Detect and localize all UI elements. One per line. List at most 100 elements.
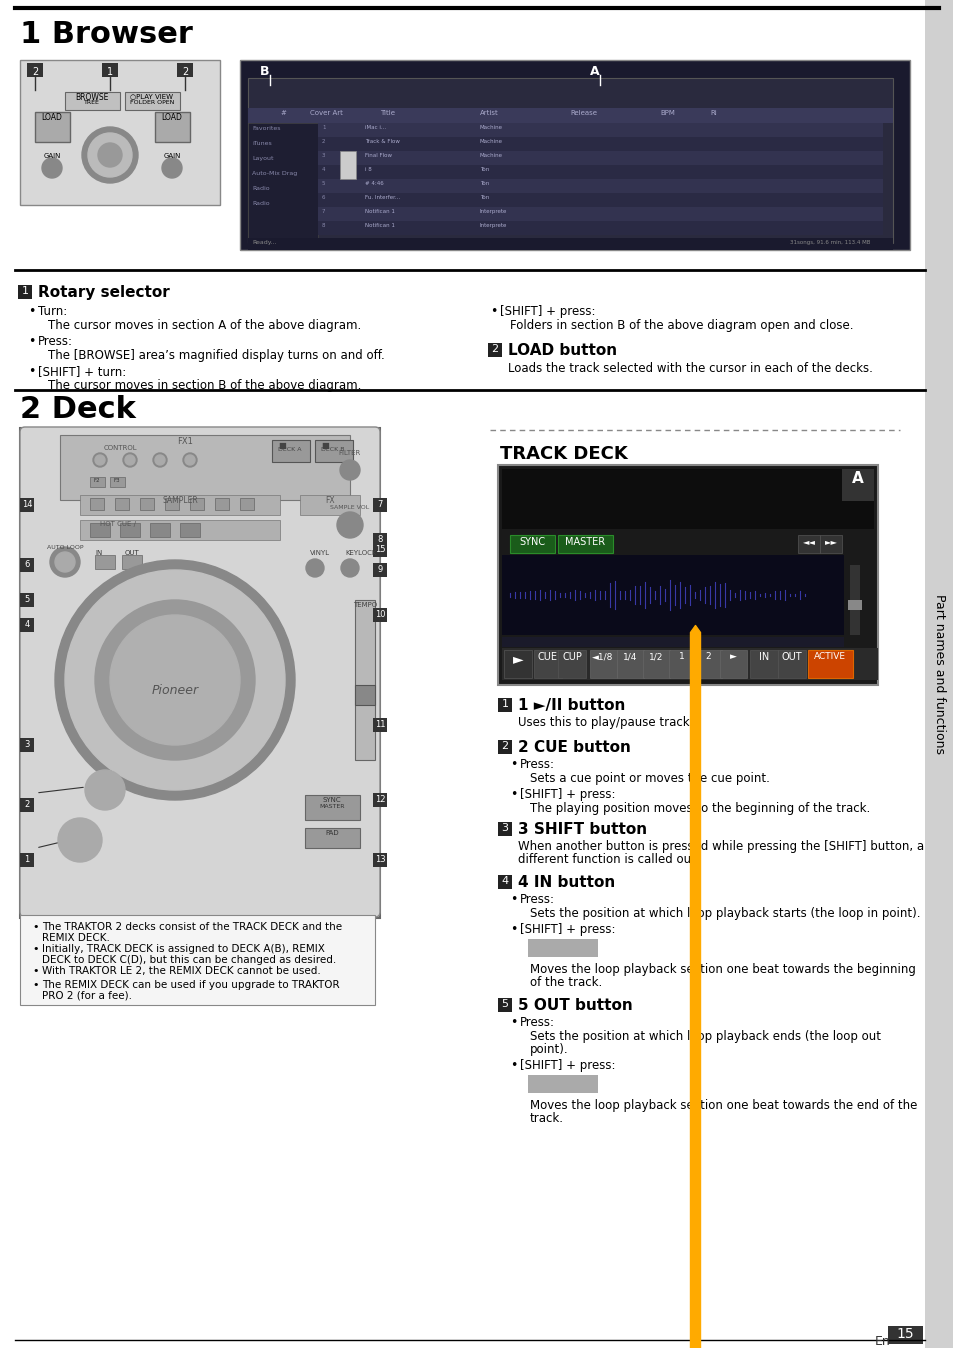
Text: [SHIFT] + press:: [SHIFT] + press: [499, 305, 595, 318]
Bar [90, 477, 105, 487]
Text: GAIN: GAIN [163, 154, 180, 159]
Text: 6: 6 [322, 195, 325, 200]
Text: OUT: OUT [125, 550, 139, 555]
Text: Notifican 1: Notifican 1 [365, 209, 395, 214]
Bar [317, 208, 882, 221]
Text: 12: 12 [375, 795, 385, 803]
Bar [90, 523, 110, 537]
Text: •: • [510, 1016, 517, 1029]
Text: # 4:46: # 4:46 [365, 181, 383, 186]
Text: 13: 13 [375, 855, 385, 864]
Text: When another button is pressed while pressing the [SHIFT] button, a: When another button is pressed while pre… [517, 840, 923, 853]
Text: MASTER: MASTER [564, 537, 604, 547]
Text: 11: 11 [375, 720, 385, 729]
Bar [497, 875, 512, 888]
Bar [843, 555, 873, 647]
Text: iMac i...: iMac i... [365, 125, 386, 129]
Bar [317, 164, 882, 179]
Text: MASTER: MASTER [319, 803, 344, 809]
Bar [299, 495, 359, 515]
Circle shape [95, 600, 254, 760]
Circle shape [55, 551, 75, 572]
Text: 2: 2 [704, 652, 710, 661]
Bar [115, 497, 129, 510]
Text: The cursor moves in section A of the above diagram.: The cursor moves in section A of the abo… [48, 319, 361, 332]
Bar [501, 555, 843, 635]
Text: KEYLOCK: KEYLOCK [345, 550, 376, 555]
Text: TEMPO: TEMPO [353, 603, 376, 608]
Text: 15: 15 [375, 545, 385, 554]
Circle shape [55, 559, 294, 799]
Text: •: • [510, 789, 517, 801]
Text: ►: ► [729, 652, 736, 661]
Text: •: • [510, 1060, 517, 1072]
Text: CUE: CUE [537, 652, 558, 662]
Text: Ton: Ton [479, 167, 489, 173]
Text: 6: 6 [24, 559, 30, 569]
Bar [373, 532, 387, 547]
Bar [317, 193, 882, 208]
Circle shape [183, 453, 196, 466]
Bar [497, 822, 512, 836]
Text: REMIX DECK.: REMIX DECK. [42, 933, 110, 944]
Text: 8: 8 [322, 222, 325, 228]
Text: 5: 5 [322, 181, 325, 186]
Text: 7: 7 [377, 500, 382, 510]
Bar [90, 497, 104, 510]
Bar [488, 342, 501, 357]
Circle shape [92, 453, 107, 466]
Text: 1/2: 1/2 [648, 652, 662, 661]
Circle shape [339, 460, 359, 480]
Text: Sets the position at which loop playback ends (the loop out: Sets the position at which loop playback… [530, 1030, 880, 1043]
Text: Loads the track selected with the cursor in each of the decks.: Loads the track selected with the cursor… [507, 363, 872, 375]
Text: GAIN: GAIN [43, 154, 61, 159]
Text: [SHIFT] + turn:: [SHIFT] + turn: [38, 365, 126, 377]
Bar [497, 740, 512, 754]
Text: 1: 1 [22, 286, 29, 297]
Bar [355, 685, 375, 705]
Text: Artist: Artist [479, 111, 498, 116]
Text: 2: 2 [31, 67, 38, 77]
Text: track.: track. [530, 1112, 563, 1126]
Bar [668, 650, 696, 678]
Bar [180, 523, 200, 537]
Circle shape [125, 456, 135, 465]
Circle shape [154, 456, 165, 465]
Bar [20, 617, 34, 632]
Text: Machine: Machine [479, 154, 502, 158]
Text: Release: Release [569, 111, 597, 116]
Text: CUP: CUP [561, 652, 581, 662]
Text: •: • [32, 967, 38, 976]
Text: [SHIFT] + press:: [SHIFT] + press: [519, 1060, 615, 1072]
Text: TREE: TREE [84, 100, 100, 105]
Bar [720, 650, 746, 678]
Text: The TRAKTOR 2 decks consist of the TRACK DECK and the: The TRAKTOR 2 decks consist of the TRACK… [42, 922, 342, 931]
Bar [373, 793, 387, 807]
Text: Pioneer: Pioneer [152, 683, 198, 697]
Bar [150, 523, 170, 537]
Bar [110, 477, 125, 487]
Text: ■: ■ [320, 441, 329, 450]
Text: Layout: Layout [252, 156, 274, 160]
Bar [339, 151, 355, 179]
Bar [20, 915, 375, 1006]
Bar [20, 558, 34, 572]
Text: 2 Deck: 2 Deck [20, 395, 135, 425]
Bar [373, 718, 387, 732]
Text: •: • [510, 892, 517, 906]
Text: 10: 10 [375, 611, 385, 619]
Text: DECK to DECK C(D), but this can be changed as desired.: DECK to DECK C(D), but this can be chang… [42, 954, 335, 965]
Text: •: • [32, 980, 38, 989]
Bar [887, 1326, 923, 1344]
Text: 8: 8 [377, 535, 382, 545]
Bar [305, 828, 359, 848]
Bar [510, 535, 555, 553]
Text: Folders in section B of the above diagram open and close.: Folders in section B of the above diagra… [510, 319, 853, 332]
Bar [65, 92, 120, 111]
Bar [497, 998, 512, 1012]
Text: With TRAKTOR LE 2, the REMIX DECK cannot be used.: With TRAKTOR LE 2, the REMIX DECK cannot… [42, 967, 320, 976]
Bar [18, 284, 32, 299]
Bar [797, 535, 820, 553]
Text: FX: FX [325, 496, 335, 506]
Text: [SHIFT] + press:: [SHIFT] + press: [519, 789, 615, 801]
